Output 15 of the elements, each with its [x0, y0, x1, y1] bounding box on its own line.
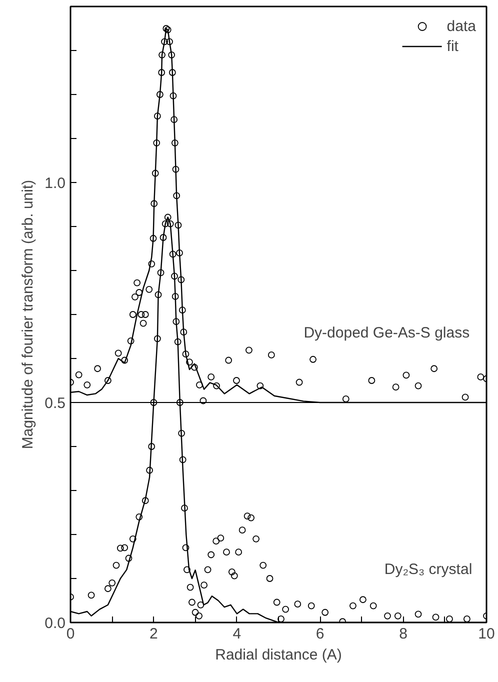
- x-tick-label: 10: [478, 626, 495, 642]
- y-tick-label: 1.0: [44, 175, 66, 192]
- x-tick-label: 2: [150, 626, 158, 642]
- y-tick-label: 0.5: [44, 395, 66, 412]
- x-axis-title: Radial distance (A): [215, 646, 342, 664]
- y-axis-title: Magnitude of fourier transform (arb. unit): [20, 180, 37, 450]
- x-tick-label: 4: [232, 626, 242, 642]
- annotation: Dy₂S₃ crystal: [384, 561, 472, 578]
- x-tick-label: 8: [399, 626, 408, 642]
- x-tick-label: 0: [66, 626, 75, 642]
- legend-label: fit: [446, 38, 460, 54]
- x-tick-label: 6: [316, 626, 324, 642]
- y-tick-label: 0.0: [44, 615, 66, 632]
- annotation: Dy-doped Ge-As-S glass: [304, 324, 470, 342]
- legend-label: data: [446, 18, 476, 34]
